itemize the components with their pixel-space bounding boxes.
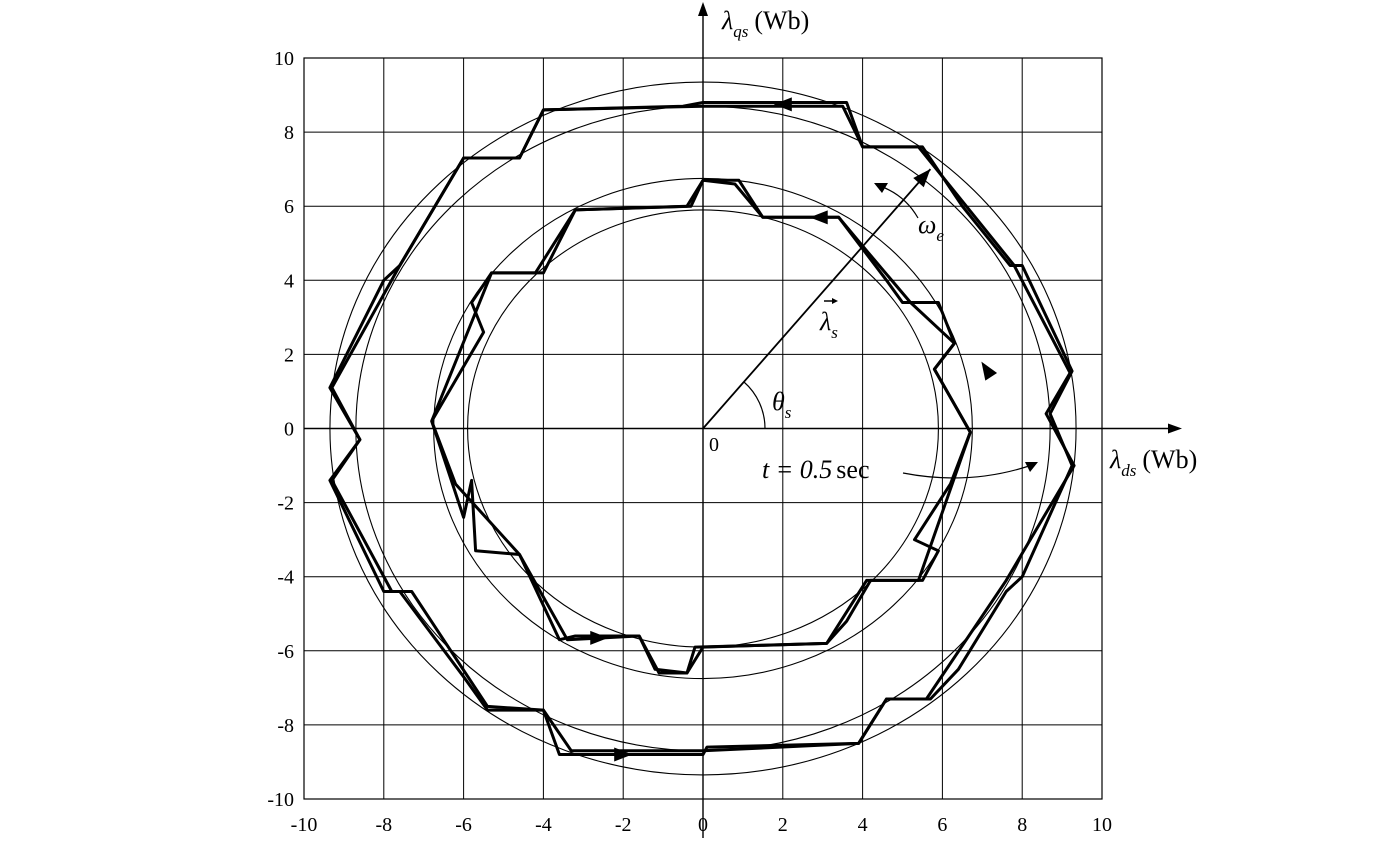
vector-arrow-head — [832, 298, 838, 304]
flux-trajectory — [430, 178, 972, 675]
origin-label: 0 — [709, 434, 719, 456]
x-tick-label: -8 — [375, 814, 392, 836]
omega-label: ωe — [918, 210, 944, 245]
x-tick-label: 6 — [937, 814, 947, 836]
x-tick-label: -4 — [535, 814, 552, 836]
y-tick-label: -2 — [277, 493, 294, 515]
direction-arrow — [614, 747, 633, 762]
x-tick-label: 2 — [778, 814, 788, 836]
direction-arrow — [773, 97, 792, 112]
direction-arrow — [809, 210, 828, 225]
theta-arc — [743, 381, 766, 429]
y-tick-label: 8 — [284, 122, 294, 144]
x-tick-label: -6 — [455, 814, 472, 836]
y-axis-arrowhead — [698, 2, 708, 16]
x-tick-label: 0 — [698, 814, 708, 836]
theta-label: θs — [772, 387, 792, 422]
y-tick-label: 10 — [274, 48, 294, 70]
y-tick-label: 6 — [284, 196, 294, 218]
x-tick-label: 10 — [1092, 814, 1112, 836]
x-tick-label: 4 — [858, 814, 868, 836]
y-tick-label: -10 — [267, 789, 294, 811]
x-tick-label: -10 — [291, 814, 318, 836]
y-tick-label: -6 — [277, 641, 294, 663]
y-tick-labels: -10 -8 -6 -4 -2 0 2 4 6 8 10 — [267, 48, 294, 811]
y-tick-label: -4 — [277, 567, 294, 589]
y-tick-label: -8 — [277, 715, 294, 737]
y-tick-label: 4 — [284, 270, 294, 292]
time-leader-arrowhead — [1025, 462, 1038, 472]
y-tick-label: 0 — [284, 419, 294, 441]
flux-trajectory — [430, 178, 972, 675]
y-tick-label: 2 — [284, 344, 294, 366]
x-tick-label: -2 — [615, 814, 632, 836]
direction-arrow — [981, 361, 998, 381]
lambda-s-arrowhead — [913, 169, 931, 188]
direction-arrow — [590, 630, 609, 645]
axes — [304, 2, 1182, 838]
time-leader-line — [902, 464, 1033, 479]
lambda-s-label: λs — [819, 307, 838, 342]
x-axis-arrowhead — [1168, 423, 1182, 434]
x-axis-label: λds (Wb) — [1109, 445, 1197, 480]
omega-arrowhead — [874, 183, 888, 193]
x-tick-labels: -10 -8 -6 -4 -2 0 2 4 6 8 10 — [291, 814, 1112, 836]
lambda-s-vector — [702, 168, 932, 430]
x-tick-label: 8 — [1017, 814, 1027, 836]
time-label: t = 0.5 sec — [762, 455, 869, 484]
flux-trajectory — [330, 104, 1076, 753]
flux-trajectories — [328, 101, 1076, 756]
y-axis-label: λqs (Wb) — [721, 6, 809, 41]
